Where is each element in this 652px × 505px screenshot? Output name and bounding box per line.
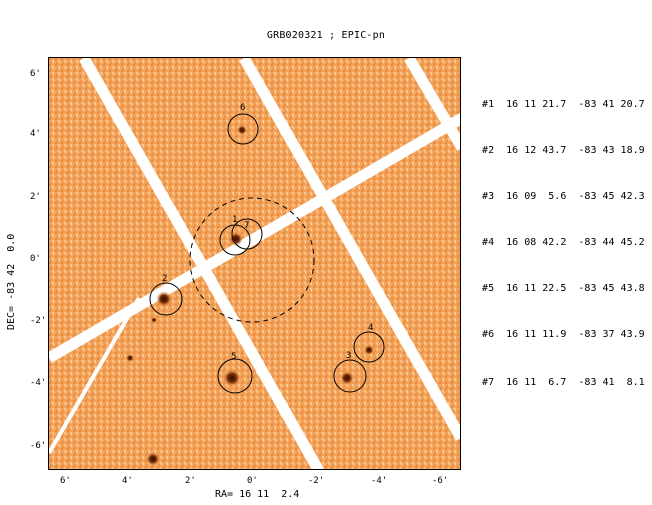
dec-tick: 2' bbox=[30, 192, 41, 202]
source-dec: -83 45 42.3 bbox=[578, 191, 645, 202]
ra-tick: -4' bbox=[371, 476, 388, 486]
source-ra: 16 11 21.7 bbox=[506, 99, 567, 110]
source-dec: -83 43 18.9 bbox=[578, 145, 645, 156]
error-circle bbox=[189, 197, 315, 323]
marker-7-circle[interactable] bbox=[231, 218, 263, 250]
ra-axis-label: RA= 16 11 2.4 bbox=[215, 489, 300, 500]
marker-label: 3 bbox=[346, 351, 351, 361]
source-id: #3 bbox=[482, 191, 495, 202]
source-row: #7 16 11 6.7 -83 41 8.1 bbox=[470, 366, 645, 388]
source-id: #4 bbox=[482, 237, 495, 248]
marker-2-circle[interactable] bbox=[149, 282, 183, 316]
source-dec: -83 45 43.8 bbox=[578, 283, 645, 294]
source-id: #1 bbox=[482, 99, 495, 110]
source-dec: -83 41 8.1 bbox=[578, 377, 645, 388]
source-id: #6 bbox=[482, 329, 495, 340]
source-ra: 16 11 11.9 bbox=[506, 329, 567, 340]
marker-label: 6 bbox=[240, 103, 245, 113]
source-dec: -83 44 45.2 bbox=[578, 237, 645, 248]
marker-5-circle[interactable] bbox=[217, 358, 253, 394]
xray-image: 1 2 3 4 5 6 7 bbox=[49, 58, 460, 469]
source-ra: 16 09 5.6 bbox=[506, 191, 567, 202]
source-ra: 16 12 43.7 bbox=[506, 145, 567, 156]
ccd-gaps bbox=[49, 58, 460, 469]
source-ra: 16 11 22.5 bbox=[506, 283, 567, 294]
source-dec: -83 37 43.9 bbox=[578, 329, 645, 340]
xray-sources bbox=[126, 125, 374, 466]
xray-image-frame: 1 2 3 4 5 6 7 bbox=[48, 57, 461, 470]
source-row: #3 16 09 5.6 -83 45 42.3 bbox=[470, 180, 645, 202]
dec-tick: 4' bbox=[30, 129, 41, 139]
ra-tick: 0' bbox=[247, 476, 258, 486]
marker-label: 1 bbox=[232, 215, 237, 225]
source-markers[interactable] bbox=[149, 113, 385, 394]
ra-tick: 4' bbox=[122, 476, 133, 486]
source-row: #4 16 08 42.2 -83 44 45.2 bbox=[470, 226, 645, 248]
ra-tick: 6' bbox=[60, 476, 71, 486]
marker-label: 2 bbox=[162, 274, 167, 284]
source-ra: 16 08 42.2 bbox=[506, 237, 567, 248]
source-ra: 16 11 6.7 bbox=[506, 377, 567, 388]
ra-tick: 2' bbox=[185, 476, 196, 486]
marker-label: 5 bbox=[231, 352, 236, 362]
ra-tick: -2' bbox=[308, 476, 325, 486]
source-row: #1 16 11 21.7 -83 41 20.7 bbox=[470, 88, 645, 110]
source-id: #7 bbox=[482, 377, 495, 388]
dec-axis-label: DEC= -83 42 0.0 bbox=[6, 233, 17, 330]
marker-3-circle[interactable] bbox=[333, 359, 367, 393]
source-id: #2 bbox=[482, 145, 495, 156]
image-title: GRB020321 ; EPIC-pn bbox=[266, 30, 386, 41]
dec-tick: -6' bbox=[30, 441, 47, 451]
marker-label: 4 bbox=[368, 323, 373, 333]
source-id: #5 bbox=[482, 283, 495, 294]
marker-labels: 1 2 3 4 5 6 7 bbox=[162, 103, 373, 362]
dec-tick: 0' bbox=[30, 254, 41, 264]
source-row: #2 16 12 43.7 -83 43 18.9 bbox=[470, 134, 645, 156]
dec-tick: -2' bbox=[30, 316, 47, 326]
marker-6-circle[interactable] bbox=[227, 113, 259, 145]
dec-tick: 6' bbox=[30, 69, 41, 79]
marker-label: 7 bbox=[244, 221, 249, 231]
source-row: #5 16 11 22.5 -83 45 43.8 bbox=[470, 272, 645, 294]
marker-4-circle[interactable] bbox=[353, 331, 385, 363]
source-row: #6 16 11 11.9 -83 37 43.9 bbox=[470, 318, 645, 340]
dec-tick: -4' bbox=[30, 378, 47, 388]
source-dec: -83 41 20.7 bbox=[578, 99, 645, 110]
ra-tick: -6' bbox=[432, 476, 449, 486]
